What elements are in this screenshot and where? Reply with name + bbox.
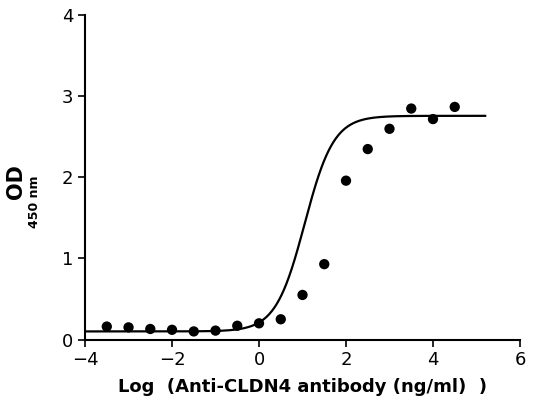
Point [364,146,372,152]
Point [146,326,154,332]
Point [190,328,198,335]
Point [385,126,394,132]
Text: 450 nm: 450 nm [28,176,41,228]
Point [298,292,307,298]
Point [124,324,133,330]
Point [429,116,437,122]
Point [255,320,263,326]
X-axis label: Log  (Anti-CLDN4 antibody (ng/ml)  ): Log (Anti-CLDN4 antibody (ng/ml) ) [118,378,487,396]
Point [407,105,415,112]
Point [342,177,350,184]
Point [168,326,176,333]
Point [277,316,285,322]
Point [320,261,328,267]
Text: OD: OD [6,164,26,199]
Point [103,323,111,330]
Point [233,322,241,329]
Point [211,327,220,334]
Point [451,104,459,110]
